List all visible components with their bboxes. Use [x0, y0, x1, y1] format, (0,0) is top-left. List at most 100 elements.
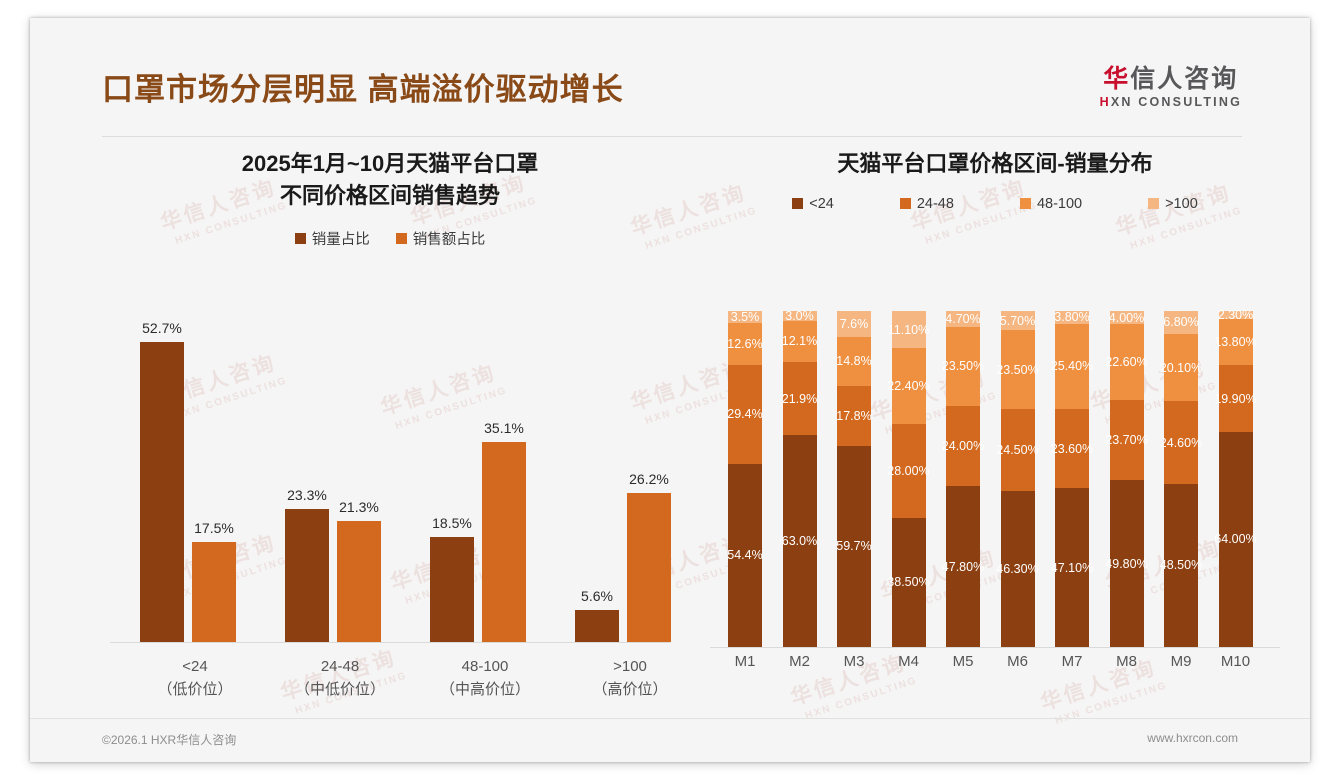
stack-segment-24-48: 23.70%: [1105, 400, 1148, 480]
stack-value-label: 29.4%: [727, 407, 763, 422]
stacked-bar-M10[interactable]: 2.30% 13.80% 19.90% 64.00%: [1214, 307, 1257, 647]
bar-销量占比-24-48[interactable]: 23.3%: [285, 312, 329, 642]
logo-chinese: 华信人咨询: [1100, 66, 1242, 92]
legend-item->100[interactable]: >100: [1148, 196, 1198, 212]
bar-fill: [482, 442, 526, 642]
stack-value-label: 11.10%: [887, 322, 930, 337]
x-category-M6: M6: [1007, 653, 1028, 670]
stack-segment-48-100: 22.40%: [887, 348, 930, 424]
x-category-48-100: 48-100 （中高价位）: [405, 655, 565, 702]
legend-item-销量占比[interactable]: 销量占比: [294, 228, 370, 249]
legend-swatch-icon: [395, 232, 407, 244]
stack-segment-48-100: 12.6%: [727, 322, 763, 366]
footer-website[interactable]: www.hxrcon.com: [1147, 731, 1238, 745]
stack-segment-<24: 47.80%: [942, 486, 984, 647]
bar-group-48-100: 18.5% 35.1%: [430, 312, 540, 642]
legend-left: 销量占比 销售额占比: [90, 228, 690, 249]
stack-segment-24-48: 24.50%: [996, 409, 1039, 492]
stacked-bar-M1[interactable]: 3.5% 12.6% 29.4% 54.4%: [727, 309, 763, 647]
legend-item-48-100[interactable]: 48-100: [1019, 196, 1082, 212]
stack-value-label: 4.70%: [945, 311, 981, 326]
legend-swatch-icon: [1148, 198, 1160, 210]
stack-value-label: 3.5%: [730, 309, 760, 324]
x-category-M1: M1: [734, 653, 756, 670]
x-category-main: <24: [182, 658, 208, 675]
stacked-bar-M6[interactable]: 5.70% 23.50% 24.50% 46.30%: [996, 311, 1039, 647]
x-category-24-48: 24-48 （中低价位）: [260, 655, 420, 702]
bar-fill: [337, 520, 381, 642]
stack-segment-24-48: 23.60%: [1051, 409, 1093, 489]
legend-item-24-48[interactable]: 24-48: [899, 196, 954, 212]
stack-value-label: 20.10%: [1159, 360, 1203, 375]
stack-segment-24-48: 28.00%: [887, 423, 930, 518]
bar-销量占比->100[interactable]: 5.6%: [575, 312, 619, 642]
legend-swatch-icon: [1019, 198, 1031, 210]
stacked-bar-M3[interactable]: 7.6% 14.8% 17.8% 59.7%: [836, 311, 872, 647]
bar-销售额占比-<24[interactable]: 17.5%: [192, 312, 236, 642]
stack-segment->100: 6.80%: [1163, 311, 1199, 334]
bar-销售额占比-48-100[interactable]: 35.1%: [482, 312, 526, 642]
legend-item-<24[interactable]: <24: [792, 196, 834, 212]
stack-value-label: 38.50%: [887, 575, 930, 590]
stacked-bar-M5[interactable]: 4.70% 23.50% 24.00% 47.80%: [942, 311, 984, 647]
stack-segment-48-100: 12.1%: [782, 321, 817, 362]
plot-area-left: 52.7% 17.5% 23.3% 21.3% 18.5% 35.1% 5.6% 26.2%: [110, 312, 671, 643]
stack-segment-48-100: 23.50%: [996, 330, 1039, 410]
legend-label: <24: [809, 195, 834, 212]
stack-segment-<24: 64.00%: [1214, 431, 1257, 647]
stack-segment->100: 5.70%: [1000, 311, 1035, 331]
legend-item-销售额占比[interactable]: 销售额占比: [395, 228, 485, 249]
chart-title-left-line2: 不同价格区间销售趋势: [279, 182, 500, 208]
x-category-M9: M9: [1170, 653, 1192, 670]
stack-value-label: 21.9%: [781, 391, 818, 406]
bar-group->100: 5.6% 26.2%: [575, 312, 685, 642]
bar-销量占比-48-100[interactable]: 18.5%: [430, 312, 474, 642]
bar-fill: [430, 536, 474, 642]
stack-value-label: 49.80%: [1105, 556, 1148, 571]
page-title: 口罩市场分层明显 高端溢价驱动增长: [102, 72, 624, 107]
stack-segment-48-100: 13.80%: [1214, 318, 1257, 366]
chart-title-left: 2025年1月~10月天猫平台口罩 不同价格区间销售趋势: [90, 148, 690, 212]
x-axis-left: [110, 642, 670, 643]
stack-value-label: 4.00%: [1108, 310, 1145, 325]
bar-value-label: 21.3%: [339, 498, 379, 515]
stacked-bar-M2[interactable]: 3.0% 12.1% 21.9% 63.0%: [781, 309, 818, 647]
stack-value-label: 47.10%: [1050, 560, 1094, 575]
stack-segment-<24: 54.4%: [727, 463, 763, 647]
stack-value-label: 2.30%: [1217, 307, 1254, 322]
stacked-bar-M4[interactable]: 11.10% 22.40% 28.00% 38.50%: [887, 311, 930, 647]
stack-value-label: 47.80%: [941, 559, 985, 574]
stack-value-label: 64.00%: [1214, 532, 1257, 547]
chart-panel-right: 天猫平台口罩价格区间-销量分布 <24 24-48 48-100 >100 3.5% 1…: [700, 148, 1290, 708]
legend-swatch-icon: [899, 198, 911, 210]
stack-segment->100: 2.30%: [1217, 307, 1254, 322]
stack-segment-48-100: 23.50%: [942, 326, 984, 406]
stack-value-label: 7.6%: [839, 316, 869, 331]
stack-value-label: 48.50%: [1159, 558, 1203, 573]
stack-segment->100: 3.80%: [1054, 310, 1089, 324]
stack-value-label: 23.50%: [996, 362, 1039, 377]
x-category-M5: M5: [952, 653, 974, 670]
stack-value-label: 23.70%: [1105, 433, 1148, 448]
x-category-M2: M2: [789, 653, 810, 670]
stacked-bar-M7[interactable]: 3.80% 25.40% 23.60% 47.10%: [1051, 310, 1093, 647]
bar-value-label: 35.1%: [484, 420, 524, 437]
stack-value-label: 12.6%: [727, 336, 763, 351]
bar-group-<24: 52.7% 17.5%: [140, 312, 250, 642]
stack-value-label: 17.8%: [836, 409, 872, 424]
slide-header: 口罩市场分层明显 高端溢价驱动增长 华信人咨询 HXN CONSULTING: [30, 18, 1310, 137]
stack-value-label: 59.7%: [836, 539, 872, 554]
stack-value-label: 63.0%: [781, 534, 818, 549]
chart-title-right: 天猫平台口罩价格区间-销量分布: [837, 151, 1153, 176]
bar-销售额占比-24-48[interactable]: 21.3%: [337, 312, 381, 642]
bar-销量占比-<24[interactable]: 52.7%: [140, 312, 184, 642]
stacked-bar-M8[interactable]: 4.00% 22.60% 23.70% 49.80%: [1105, 310, 1148, 648]
stacked-bar-M9[interactable]: 6.80% 20.10% 24.60% 48.50%: [1160, 311, 1202, 647]
stack-value-label: 24.60%: [1159, 435, 1203, 450]
stack-value-label: 6.80%: [1163, 315, 1199, 330]
stack-segment->100: 11.10%: [888, 311, 929, 349]
legend-swatch-icon: [294, 232, 306, 244]
stack-value-label: 3.0%: [785, 309, 814, 324]
bar-销售额占比->100[interactable]: 26.2%: [627, 312, 671, 642]
x-category-M3: M3: [843, 653, 865, 670]
